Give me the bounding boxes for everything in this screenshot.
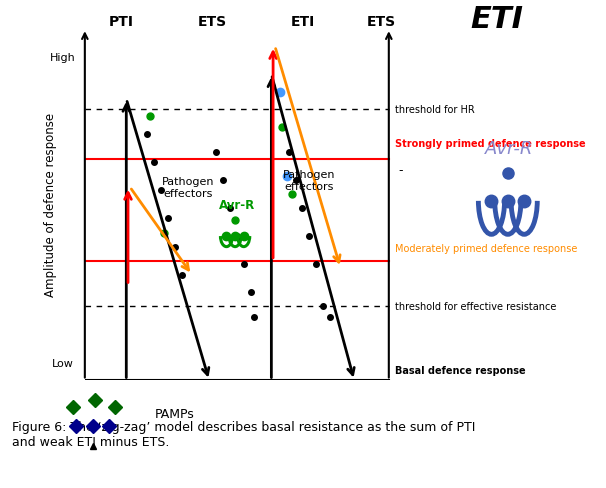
Text: Amplitude of defence response: Amplitude of defence response [44, 113, 57, 297]
Text: Pathogen
effectors: Pathogen effectors [283, 170, 336, 191]
Text: ETS: ETS [367, 15, 396, 29]
Text: threshold for effective resistance: threshold for effective resistance [395, 302, 556, 312]
Text: ETI: ETI [470, 5, 524, 34]
Text: Figure 6: The ‘zig-zag’ model describes basal resistance as the sum of PTI
and w: Figure 6: The ‘zig-zag’ model describes … [12, 420, 476, 447]
Text: Strongly primed defence response: Strongly primed defence response [395, 139, 585, 148]
Text: Low: Low [52, 358, 73, 368]
Text: Avr-R: Avr-R [485, 140, 533, 158]
Text: Basal defence response: Basal defence response [395, 365, 525, 375]
Text: Pathogen
effectors: Pathogen effectors [162, 177, 215, 198]
Text: PAMPs: PAMPs [155, 407, 195, 421]
Text: Moderately primed defence response: Moderately primed defence response [395, 244, 578, 254]
Text: PTI: PTI [108, 15, 134, 29]
Text: High: High [50, 52, 75, 62]
Text: threshold for HR: threshold for HR [395, 105, 474, 115]
Text: -: - [398, 163, 402, 176]
Text: Avr-R: Avr-R [219, 199, 255, 211]
Text: ETS: ETS [198, 15, 227, 29]
Text: ETI: ETI [291, 15, 315, 29]
